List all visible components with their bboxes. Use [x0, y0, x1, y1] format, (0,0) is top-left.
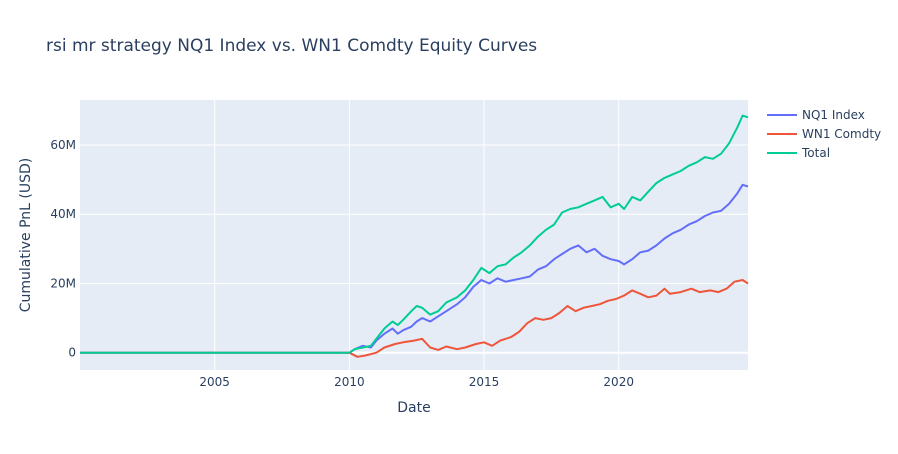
- series-line-nq1-index: [80, 183, 749, 354]
- x-tick-label: 2020: [603, 375, 634, 389]
- legend[interactable]: NQ1 Index WN1 Comdty Total: [767, 108, 881, 160]
- plot-area: [80, 100, 748, 370]
- y-tick-label: 20M: [50, 276, 76, 290]
- legend-label: WN1 Comdty: [802, 127, 881, 141]
- axis-ticks: 2005 2010 2015 2020 0 20M 40M 60M: [50, 138, 634, 389]
- x-tick-label: 2005: [199, 375, 230, 389]
- series-lines: [80, 114, 749, 358]
- chart-title: rsi mr strategy NQ1 Index vs. WN1 Comdty…: [46, 36, 537, 56]
- x-tick-label: 2015: [469, 375, 500, 389]
- legend-label: NQ1 Index: [802, 108, 865, 122]
- y-tick-label: 40M: [50, 207, 76, 221]
- series-line-total: [80, 114, 749, 354]
- legend-item[interactable]: Total: [767, 146, 830, 160]
- y-tick-label: 60M: [50, 138, 76, 152]
- x-axis-label: Date: [397, 400, 430, 416]
- legend-item[interactable]: NQ1 Index: [767, 108, 865, 122]
- y-axis-label: Cumulative PnL (USD): [18, 158, 34, 313]
- legend-item[interactable]: WN1 Comdty: [767, 127, 881, 141]
- series-line-wn1-comdty: [80, 279, 749, 358]
- y-tick-label: 0: [68, 346, 76, 360]
- x-tick-label: 2010: [334, 375, 365, 389]
- legend-label: Total: [801, 146, 830, 160]
